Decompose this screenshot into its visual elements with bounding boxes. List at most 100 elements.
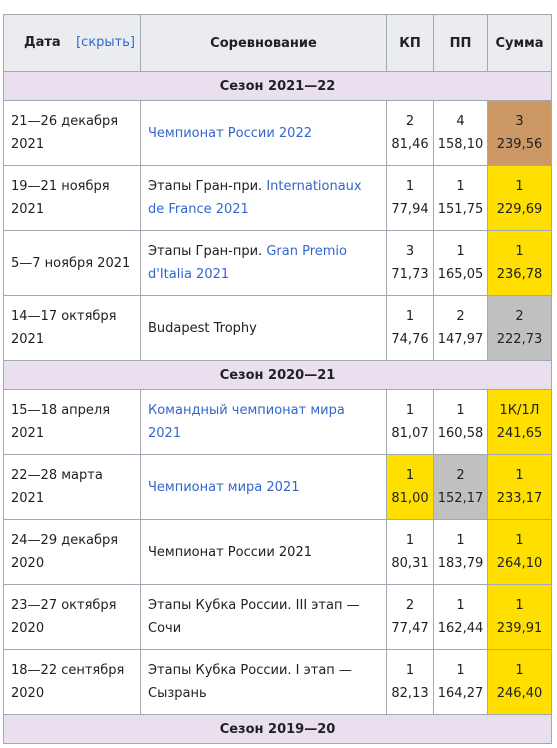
date-cell: 5—7 ноября 2021 — [3, 230, 141, 296]
competition-cell: Этапы Кубка России. III этап — Сочи — [140, 584, 387, 650]
results-table: Дата [скрыть] Соревнование КП ПП Сумма С… — [3, 14, 552, 744]
table-row: 5—7 ноября 2021 Этапы Гран-при. Gran Pre… — [3, 230, 552, 296]
total-cell: 1 239,91 — [487, 584, 552, 650]
total-place: 1 — [515, 533, 524, 548]
competition-link[interactable]: Чемпионат России 2022 — [148, 125, 312, 141]
sp-score: 74,76 — [391, 332, 429, 347]
date-header-label: Дата — [24, 35, 61, 50]
total-score: 229,69 — [496, 202, 543, 217]
table-row: 23—27 октября 2020 Этапы Кубка России. I… — [3, 584, 552, 650]
total-cell: 1 229,69 — [487, 165, 552, 231]
competition-cell: Чемпионат мира 2021 — [140, 454, 387, 520]
fs-place: 1 — [456, 179, 465, 194]
sp-cell: 1 82,13 — [386, 649, 434, 715]
sp-score: 77,94 — [391, 202, 429, 217]
total-place: 1 — [515, 663, 524, 678]
fs-cell: 2 147,97 — [433, 295, 488, 361]
fs-place: 4 — [456, 114, 465, 129]
table-row: 15—18 апреля 2021 Командный чемпионат ми… — [3, 389, 552, 455]
date-cell: 19—21 ноября 2021 — [3, 165, 141, 231]
fs-score: 165,05 — [437, 267, 484, 282]
sp-place: 1 — [405, 533, 415, 548]
sp-place: 2 — [405, 598, 415, 613]
fs-place: 2 — [456, 468, 465, 483]
total-place: 1 — [515, 179, 524, 194]
sp-place: 1 — [405, 663, 415, 678]
competition-cell: Этапы Гран-при. Internationaux de France… — [140, 165, 387, 231]
sp-column-header: КП — [386, 14, 434, 72]
fs-place: 1 — [456, 663, 465, 678]
fs-score: 147,97 — [437, 332, 484, 347]
total-column-header: Сумма — [487, 14, 552, 72]
fs-column-header: ПП — [433, 14, 488, 72]
sp-place: 3 — [405, 244, 415, 259]
competition-cell: Командный чемпионат мира 2021 — [140, 389, 387, 455]
fs-cell: 1 151,75 — [433, 165, 488, 231]
sp-score: 81,07 — [391, 426, 429, 441]
season-header-row: Сезон 2019—20 — [3, 714, 552, 744]
total-place: 3 — [515, 114, 524, 129]
total-cell: 1 246,40 — [487, 649, 552, 715]
fs-cell: 4 158,10 — [433, 100, 488, 166]
sp-cell: 1 74,76 — [386, 295, 434, 361]
competition-text: Этапы Кубка России. I этап — Сызрань — [148, 663, 352, 701]
total-cell: 1К/1Л 241,65 — [487, 389, 552, 455]
competition-text: Чемпионат России 2021 — [148, 544, 312, 560]
total-score: 222,73 — [496, 332, 543, 347]
total-place: 1 — [515, 244, 524, 259]
competition-column-header: Соревнование — [140, 14, 387, 72]
competition-link[interactable]: Gran Premio d'Italia 2021 — [148, 244, 347, 282]
date-column-header: Дата [скрыть] — [3, 14, 141, 72]
competition-cell: Этапы Кубка России. I этап — Сызрань — [140, 649, 387, 715]
fs-cell: 1 164,27 — [433, 649, 488, 715]
competition-cell: Этапы Гран-при. Gran Premio d'Italia 202… — [140, 230, 387, 296]
fs-cell: 1 165,05 — [433, 230, 488, 296]
table-row: 14—17 октября 2021 Budapest Trophy 1 74,… — [3, 295, 552, 361]
season-header-row: Сезон 2020—21 — [3, 360, 552, 390]
competition-link[interactable]: Internationaux de France 2021 — [148, 179, 362, 217]
fs-cell: 1 160,58 — [433, 389, 488, 455]
date-cell: 23—27 октября 2020 — [3, 584, 141, 650]
hide-toggle-link[interactable]: [скрыть] — [76, 35, 135, 50]
fs-cell: 1 162,44 — [433, 584, 488, 650]
fs-place: 2 — [456, 309, 465, 324]
fs-score: 151,75 — [437, 202, 484, 217]
sp-cell: 3 71,73 — [386, 230, 434, 296]
total-place: 1 — [515, 598, 524, 613]
date-cell: 15—18 апреля 2021 — [3, 389, 141, 455]
sp-cell: 1 81,00 — [386, 454, 434, 520]
total-score: 239,91 — [496, 621, 543, 636]
season-title: Сезон 2020—21 — [3, 360, 552, 390]
total-score: 236,78 — [496, 267, 543, 282]
total-place: 1К/1Л — [499, 403, 540, 418]
sp-cell: 1 80,31 — [386, 519, 434, 585]
total-cell: 3 239,56 — [487, 100, 552, 166]
sp-place: 2 — [405, 114, 415, 129]
competition-text: Этапы Кубка России. III этап — Сочи — [148, 598, 360, 636]
total-cell: 1 236,78 — [487, 230, 552, 296]
competition-link[interactable]: Командный чемпионат мира 2021 — [148, 403, 345, 441]
fs-score: 183,79 — [437, 556, 484, 571]
competition-link[interactable]: Чемпионат мира 2021 — [148, 479, 300, 495]
total-score: 246,40 — [496, 686, 543, 701]
fs-score: 164,27 — [437, 686, 484, 701]
table-row: 21—26 декабря 2021 Чемпионат России 2022… — [3, 100, 552, 166]
table-row: 18—22 сентября 2020 Этапы Кубка России. … — [3, 649, 552, 715]
competition-cell: Чемпионат России 2022 — [140, 100, 387, 166]
fs-score: 162,44 — [437, 621, 484, 636]
sp-cell: 2 81,46 — [386, 100, 434, 166]
competition-cell: Чемпионат России 2021 — [140, 519, 387, 585]
date-cell: 14—17 октября 2021 — [3, 295, 141, 361]
season-title: Сезон 2019—20 — [3, 714, 552, 744]
sp-place: 1 — [405, 403, 415, 418]
total-place: 1 — [515, 468, 524, 483]
sp-place: 1 — [405, 179, 415, 194]
total-cell: 1 233,17 — [487, 454, 552, 520]
season-title: Сезон 2021—22 — [3, 71, 552, 101]
header-row: Дата [скрыть] Соревнование КП ПП Сумма — [3, 14, 552, 72]
competition-text: Этапы Гран-при. — [148, 179, 267, 194]
sp-place: 1 — [405, 468, 415, 483]
table-row: 24—29 декабря 2020 Чемпионат России 2021… — [3, 519, 552, 585]
sp-score: 82,13 — [391, 686, 429, 701]
fs-place: 1 — [456, 533, 465, 548]
